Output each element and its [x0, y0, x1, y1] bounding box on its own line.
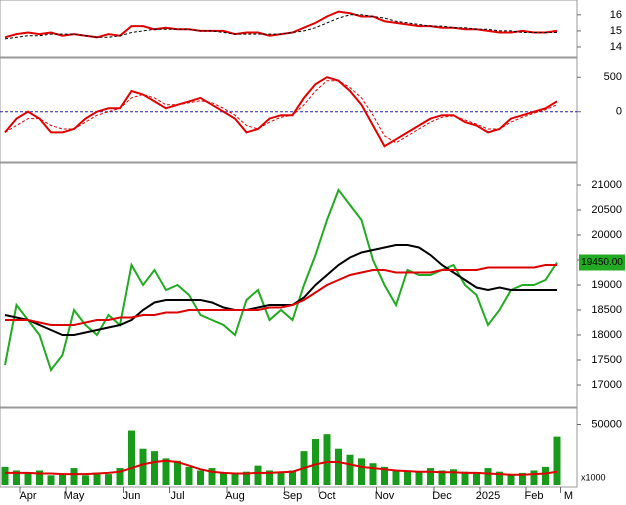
x-tick-label: Jul: [170, 490, 184, 502]
volume-bar: [128, 430, 135, 485]
volume-bar: [243, 471, 250, 485]
volume-bar: [496, 471, 503, 485]
volume-bar: [358, 458, 365, 485]
y-tick-label: 21000: [591, 179, 622, 191]
volume-bar: [415, 471, 423, 485]
x-tick-label: Dec: [432, 490, 452, 502]
y-tick-label: 0: [616, 106, 622, 118]
volume-bar: [404, 470, 411, 485]
series-line: [4, 14, 557, 40]
volume-bar: [254, 465, 262, 485]
panel-frame: [0, 57, 578, 163]
x-tick-label: M: [564, 490, 573, 502]
volume-bar: [197, 470, 204, 485]
volume-bar: [542, 466, 549, 485]
series-line: [4, 80, 558, 144]
volume-bar: [461, 471, 469, 485]
volume-bar: [220, 472, 227, 485]
y-tick-label: 50000: [591, 418, 622, 430]
volume-bar: [266, 470, 273, 485]
volume-bar: [323, 434, 331, 485]
panel-frame: [0, 0, 578, 58]
y-tick-label: 500: [604, 71, 622, 83]
x-tick-label: Sep: [283, 490, 303, 502]
volume-bar: [392, 470, 400, 485]
volume-bar: [185, 466, 193, 485]
volume-bar: [507, 474, 515, 485]
x-tick-label: Apr: [19, 490, 36, 502]
x-tick-label: Aug: [225, 490, 245, 502]
volume-bar: [335, 448, 342, 485]
volume-bar: [530, 470, 538, 485]
series-line: [5, 459, 558, 476]
volume-bar: [105, 474, 112, 485]
series-line: [4, 244, 557, 336]
volume-bar: [369, 463, 377, 485]
volume-bar: [162, 458, 170, 485]
x-tick-label: May: [64, 490, 85, 502]
x-tick-label: Nov: [375, 490, 395, 502]
volume-bar: [59, 474, 66, 485]
y-tick-label: 18000: [591, 329, 622, 341]
volume-bar: [174, 460, 181, 485]
volume-bar: [438, 470, 446, 485]
series-line: [4, 10, 558, 39]
series-line: [4, 187, 558, 373]
x-tick-label: Feb: [525, 490, 544, 502]
volume-bar: [277, 472, 285, 485]
y-tick-label: 16: [610, 9, 622, 21]
volume-bar: [473, 472, 480, 485]
y-tick-label: 17000: [591, 379, 622, 391]
series-line: [4, 76, 558, 148]
y-tick-label: 18500: [591, 304, 622, 316]
y-tick-label: 20000: [591, 229, 622, 241]
volume-bar: [139, 448, 147, 485]
volume-bar: [13, 470, 20, 485]
volume-bar: [450, 469, 457, 485]
unit-label: x1000: [581, 472, 606, 482]
volume-bar: [346, 454, 354, 485]
y-tick-label: 14: [610, 41, 622, 53]
volume-bar: [36, 470, 43, 485]
panel-frame: [0, 162, 578, 408]
price-tag: [579, 254, 625, 271]
x-tick-label: Jun: [123, 490, 141, 502]
volume-bar: [381, 466, 388, 485]
volume-bar: [151, 451, 158, 485]
volume-bar: [519, 472, 526, 485]
series-line: [5, 264, 557, 326]
volume-bar: [93, 472, 101, 485]
y-tick-label: 17500: [591, 354, 622, 366]
volume-bar: [312, 439, 319, 485]
volume-bar: [427, 468, 434, 485]
volume-bar: [289, 470, 296, 485]
price-tag-label: 19450.00: [581, 257, 623, 268]
y-tick-label: 20500: [591, 204, 622, 216]
volume-bar: [553, 436, 561, 485]
panel-frame: [0, 407, 578, 488]
x-tick-label: 2025: [476, 490, 500, 502]
volume-bar: [484, 468, 492, 485]
volume-bar: [231, 474, 239, 485]
volume-bar: [47, 475, 55, 485]
volume-bar: [70, 468, 78, 485]
y-tick-label: 15: [610, 25, 622, 37]
volume-bar: [82, 475, 89, 485]
volume-bar: [24, 472, 32, 485]
volume-bar: [208, 468, 216, 485]
x-tick-label: Oct: [318, 490, 335, 502]
volume-bar: [1, 466, 9, 485]
volume-bar: [116, 468, 124, 485]
y-tick-label: 19000: [591, 279, 622, 291]
